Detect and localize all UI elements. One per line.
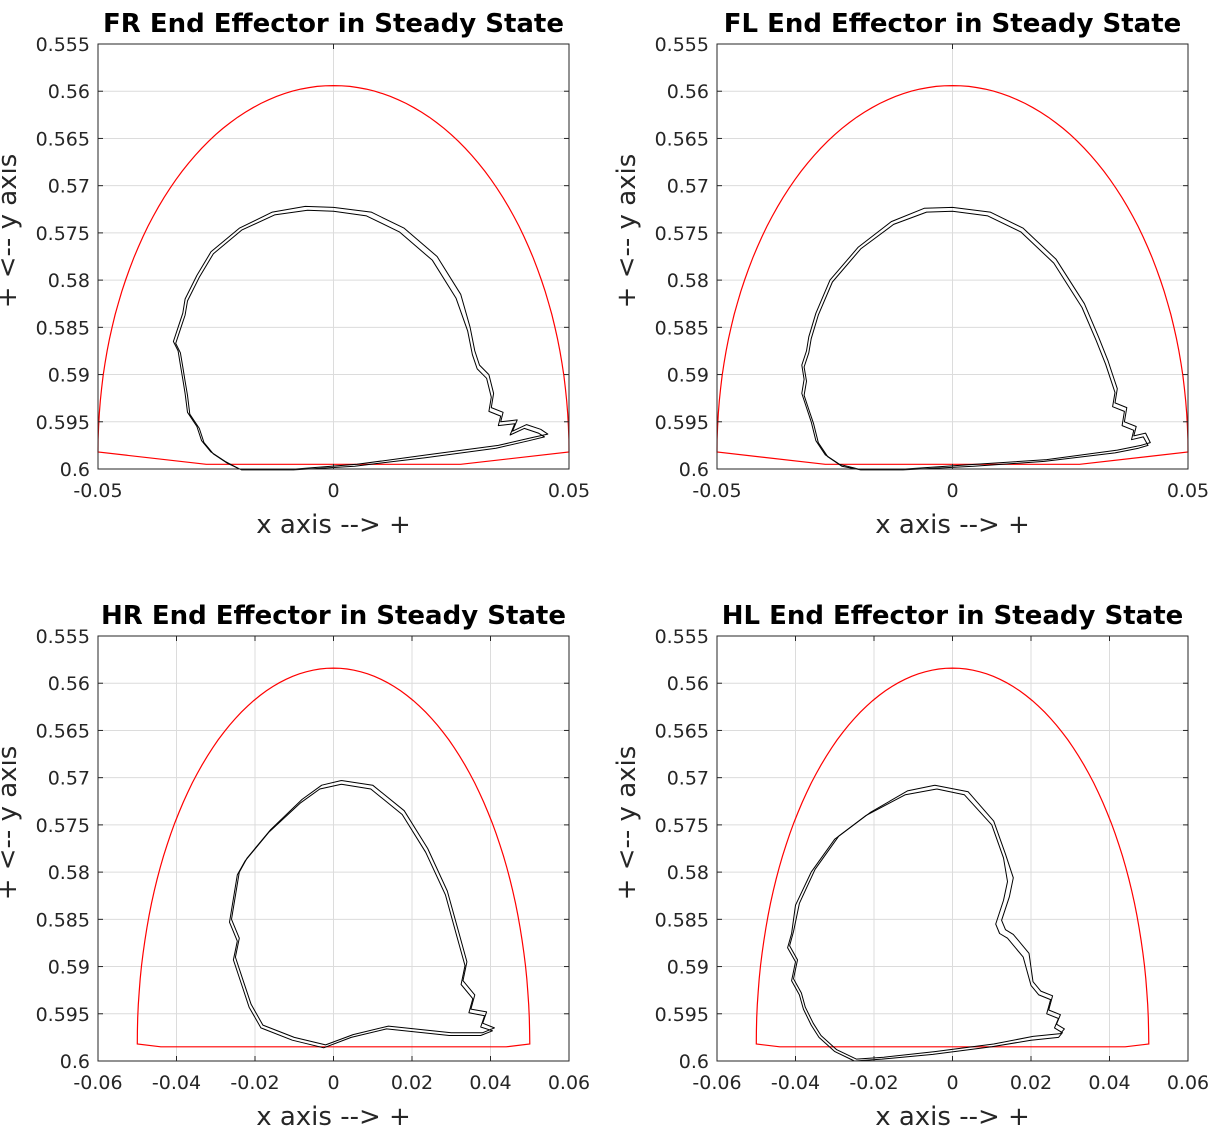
x-tick-label: 0.04 [1088, 1072, 1130, 1094]
y-tick-label: 0.58 [48, 270, 90, 292]
y-tick-label: 0.59 [667, 957, 709, 979]
y-tick-label: 0.58 [48, 862, 90, 884]
y-tick-label: 0.555 [36, 34, 90, 56]
y-axis-label: + <-- y axis [612, 154, 642, 309]
y-tick-label: 0.595 [655, 1004, 709, 1026]
trajectory-line-1 [787, 788, 1063, 1062]
chart-title-hr: HR End Effector in Steady State [101, 601, 566, 631]
y-tick-label: 0.58 [667, 862, 709, 884]
x-tick-label: -0.05 [692, 480, 741, 502]
y-tick-label: 0.59 [48, 957, 90, 979]
y-tick-label: 0.585 [655, 909, 709, 931]
y-tick-label: 0.565 [655, 128, 709, 150]
x-tick-label: -0.04 [152, 1072, 201, 1094]
x-tick-label: 0.02 [391, 1072, 433, 1094]
y-tick-label: 0.56 [667, 673, 709, 695]
trajectory-line-2 [803, 210, 1149, 471]
subplot-hr: -0.06 -0.04 -0.02 0 0.02 0.04 0.06 0.555 0.56 0.5… [0, 601, 590, 1132]
y-axis-label: + <-- y axis [0, 746, 23, 901]
y-tick-label: 0.58 [667, 270, 709, 292]
x-tick-label: -0.02 [849, 1072, 898, 1094]
x-axis-label: x axis --> + [256, 1102, 411, 1132]
subplot-fr: -0.05 0 0.05 0.555 0.56 0.565 0.57 0.575 0.58 0.5… [0, 9, 590, 540]
subplot-fl: -0.05 0 0.05 0.555 0.56 0.565 0.57 0.575 0.58 0.5… [612, 9, 1209, 540]
x-axis-label: x axis --> + [875, 1102, 1030, 1132]
workspace-boundary [97, 84, 570, 465]
x-tick-label: 0 [327, 1072, 339, 1094]
y-tick-label: 0.56 [667, 81, 709, 103]
x-tick-label: 0 [946, 1072, 958, 1094]
x-tick-label: 0.05 [1167, 480, 1209, 502]
y-axis-label: + <-- y axis [0, 154, 23, 309]
x-tick-label: -0.06 [692, 1072, 741, 1094]
trajectory-line-1 [172, 205, 549, 470]
y-tick-label: 0.555 [36, 626, 90, 648]
y-tick-label: 0.6 [60, 1051, 90, 1073]
workspace-boundary [716, 84, 1189, 465]
y-tick-label: 0.57 [48, 176, 90, 198]
y-tick-label: 0.575 [655, 815, 709, 837]
y-tick-label: 0.6 [60, 459, 90, 481]
x-tick-label: -0.04 [771, 1072, 820, 1094]
x-tick-label: 0.04 [469, 1072, 511, 1094]
x-tick-label: 0.02 [1010, 1072, 1052, 1094]
y-tick-label: 0.585 [655, 317, 709, 339]
y-tick-label: 0.565 [655, 720, 709, 742]
y-axis-label: + <-- y axis [612, 746, 642, 901]
y-tick-label: 0.575 [36, 815, 90, 837]
x-tick-label: -0.05 [73, 480, 122, 502]
y-tick-label: 0.59 [48, 365, 90, 387]
trajectory-line-2 [175, 209, 545, 471]
y-tick-label: 0.595 [36, 412, 90, 434]
x-tick-label: 0 [327, 480, 339, 502]
workspace-boundary [755, 667, 1150, 1048]
trajectory-line-2 [789, 784, 1065, 1060]
x-tick-label: -0.06 [73, 1072, 122, 1094]
y-tick-label: 0.6 [679, 1051, 709, 1073]
y-tick-label: 0.57 [667, 176, 709, 198]
y-tick-label: 0.565 [36, 720, 90, 742]
y-tick-label: 0.555 [655, 34, 709, 56]
y-tick-label: 0.575 [655, 223, 709, 245]
x-axis-label: x axis --> + [875, 510, 1030, 540]
y-tick-label: 0.6 [679, 459, 709, 481]
workspace-boundary [136, 667, 531, 1048]
y-tick-label: 0.595 [655, 412, 709, 434]
y-tick-label: 0.57 [48, 768, 90, 790]
y-tick-label: 0.585 [36, 909, 90, 931]
y-tick-label: 0.57 [667, 768, 709, 790]
x-tick-label: 0 [946, 480, 958, 502]
x-axis-label: x axis --> + [256, 510, 411, 540]
y-tick-label: 0.555 [655, 626, 709, 648]
y-tick-label: 0.595 [36, 1004, 90, 1026]
y-tick-label: 0.575 [36, 223, 90, 245]
chart-title-fl: FL End Effector in Steady State [724, 9, 1182, 39]
trajectory-line-1 [801, 206, 1151, 470]
y-tick-label: 0.56 [48, 81, 90, 103]
x-tick-label: 0.06 [548, 1072, 590, 1094]
trajectory-line-1 [231, 780, 495, 1046]
y-tick-label: 0.565 [36, 128, 90, 150]
x-tick-label: 0.06 [1167, 1072, 1209, 1094]
y-tick-label: 0.56 [48, 673, 90, 695]
x-tick-label: -0.02 [230, 1072, 279, 1094]
chart-title-hl: HL End Effector in Steady State [722, 601, 1184, 631]
y-tick-label: 0.585 [36, 317, 90, 339]
x-tick-label: 0.05 [548, 480, 590, 502]
chart-title-fr: FR End Effector in Steady State [103, 9, 564, 39]
subplot-hl: -0.06 -0.04 -0.02 0 0.02 0.04 0.06 0.555 0.56 0.5… [612, 601, 1209, 1132]
y-tick-label: 0.59 [667, 365, 709, 387]
trajectory-line-2 [229, 783, 493, 1049]
